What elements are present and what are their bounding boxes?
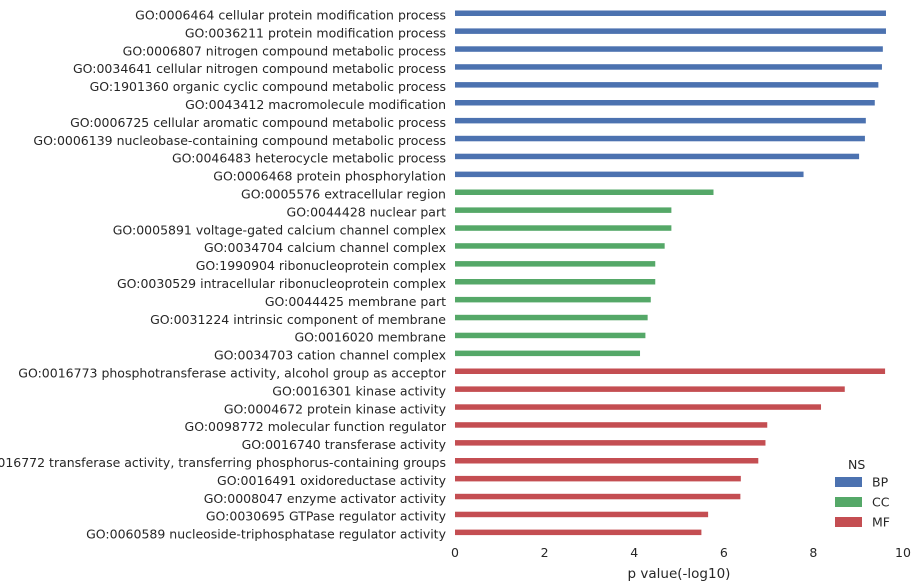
category-label: GO:0046483 heterocycle metabolic process (172, 151, 446, 166)
legend-label: BP (872, 475, 889, 490)
category-label: GO:0034703 cation channel complex (214, 348, 446, 363)
bar (455, 493, 741, 500)
bar (455, 422, 768, 428)
bar (455, 153, 860, 160)
x-tick-label: 8 (809, 545, 817, 560)
bar (455, 243, 665, 249)
bar (455, 404, 822, 410)
category-label: GO:0005576 extracellular region (241, 187, 446, 202)
x-axis-label: p value(-log10) (628, 566, 731, 582)
bar (455, 386, 845, 392)
bar (455, 440, 766, 446)
category-label: GO:0016740 transferase activity (242, 437, 447, 452)
bar (455, 458, 759, 464)
bar (455, 261, 656, 267)
category-label: GO:0006807 nitrogen compound metabolic p… (123, 43, 446, 58)
x-tick-label: 6 (720, 545, 728, 560)
category-label: GO:0043412 macromolecule modification (185, 97, 446, 112)
category-label: GO:0006464 cellular protein modification… (135, 8, 446, 23)
category-label: GO:0034704 calcium channel complex (204, 240, 446, 255)
legend-label: CC (872, 495, 890, 510)
bar (455, 100, 875, 106)
category-label: GO:0016772 transferase activity, transfe… (0, 455, 446, 470)
category-label: GO:0030529 intracellular ribonucleoprote… (117, 276, 446, 291)
x-tick-label: 2 (541, 545, 549, 560)
bar (455, 82, 879, 88)
bar (455, 314, 648, 321)
category-label: GO:0060589 nucleoside-triphosphatase reg… (86, 527, 446, 542)
x-tick-label: 4 (630, 545, 638, 560)
legend-swatch (835, 517, 862, 527)
bar (455, 135, 865, 142)
bar (455, 296, 651, 303)
bar (455, 10, 886, 16)
x-tick-label: 10 (895, 545, 911, 560)
category-label: GO:1901360 organic cyclic compound metab… (90, 79, 446, 94)
bar (455, 171, 804, 178)
legend-swatch (835, 497, 862, 507)
bar (455, 511, 709, 518)
category-label: GO:1990904 ribonucleoprotein complex (196, 258, 446, 273)
x-tick-label: 0 (451, 545, 459, 560)
category-label: GO:0044428 nuclear part (287, 204, 447, 219)
bars (455, 10, 886, 536)
bar (455, 117, 866, 124)
category-label: GO:0044425 membrane part (265, 294, 446, 309)
category-label: GO:0016491 oxidoreductase activity (217, 473, 447, 488)
legend: NS BP CC MF (835, 457, 890, 530)
x-axis-ticks: 0 2 4 6 8 10 (451, 545, 911, 560)
bar (455, 279, 656, 285)
bar (455, 207, 672, 213)
bar (455, 28, 886, 34)
legend-swatch (835, 477, 862, 487)
bar (455, 64, 882, 70)
legend-title: NS (848, 457, 865, 472)
category-label: GO:0016301 kinase activity (272, 383, 446, 398)
category-label: GO:0006139 nucleobase-containing compoun… (33, 133, 446, 148)
category-label: GO:0006468 protein phosphorylation (213, 169, 446, 184)
legend-label: MF (872, 515, 890, 530)
category-label: GO:0034641 cellular nitrogen compound me… (73, 61, 446, 76)
category-label: GO:0004672 protein kinase activity (224, 401, 447, 416)
category-label: GO:0036211 protein modification process (185, 25, 446, 40)
bar (455, 189, 714, 195)
category-label: GO:0005891 voltage-gated calcium channel… (113, 222, 446, 237)
category-label: GO:0031224 intrinsic component of membra… (150, 312, 446, 327)
category-label: GO:0008047 enzyme activator activity (204, 491, 447, 506)
bar (455, 475, 741, 482)
bar (455, 332, 646, 339)
category-labels: GO:0006464 cellular protein modification… (0, 8, 447, 542)
bar (455, 46, 883, 52)
category-label: GO:0030695 GTPase regulator activity (206, 509, 447, 524)
category-label: GO:0006725 cellular aromatic compound me… (70, 115, 446, 130)
category-label: GO:0016773 phosphotransferase activity, … (18, 366, 447, 381)
bar (455, 225, 672, 231)
bar (455, 368, 886, 374)
bar (455, 529, 702, 536)
bar (455, 350, 641, 357)
category-label: GO:0016020 membrane (294, 330, 446, 345)
category-label: GO:0098772 molecular function regulator (185, 419, 447, 434)
